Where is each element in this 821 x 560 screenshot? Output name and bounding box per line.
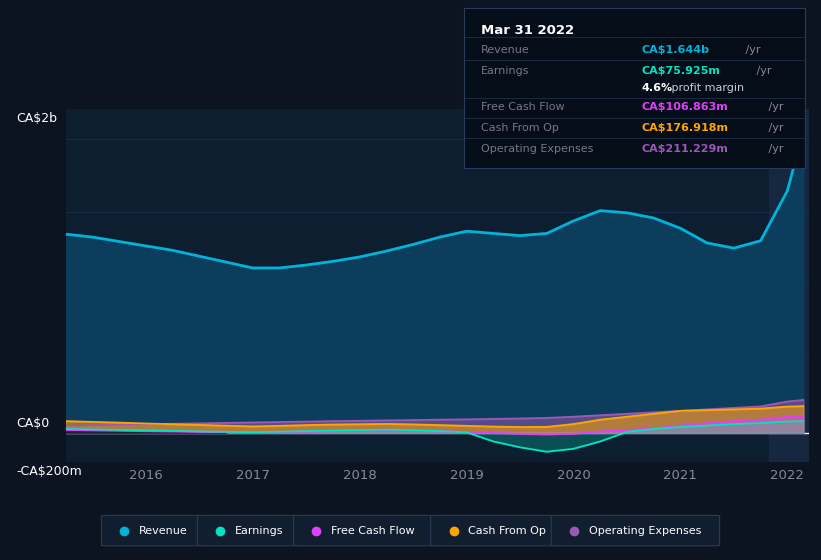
FancyBboxPatch shape xyxy=(552,515,719,546)
Text: Free Cash Flow: Free Cash Flow xyxy=(481,102,565,113)
Text: CA$106.863m: CA$106.863m xyxy=(641,102,727,113)
Text: Earnings: Earnings xyxy=(235,526,284,535)
FancyBboxPatch shape xyxy=(101,515,204,546)
Text: CA$211.229m: CA$211.229m xyxy=(641,144,728,154)
Text: Operating Expenses: Operating Expenses xyxy=(481,144,594,154)
Text: Mar 31 2022: Mar 31 2022 xyxy=(481,25,574,38)
Text: CA$176.918m: CA$176.918m xyxy=(641,123,728,133)
Bar xyxy=(769,109,809,462)
Text: Free Cash Flow: Free Cash Flow xyxy=(331,526,415,535)
Text: profit margin: profit margin xyxy=(668,83,745,93)
Text: /yr: /yr xyxy=(764,123,783,133)
Text: CA$75.925m: CA$75.925m xyxy=(641,66,720,76)
Text: CA$2b: CA$2b xyxy=(16,111,57,125)
Text: Operating Expenses: Operating Expenses xyxy=(589,526,701,535)
Text: Earnings: Earnings xyxy=(481,66,530,76)
FancyBboxPatch shape xyxy=(430,515,558,546)
Text: CA$1.644b: CA$1.644b xyxy=(641,45,709,55)
FancyBboxPatch shape xyxy=(294,515,438,546)
Text: /yr: /yr xyxy=(764,144,783,154)
Text: /yr: /yr xyxy=(742,45,761,55)
Text: Cash From Op: Cash From Op xyxy=(469,526,546,535)
Text: -CA$200m: -CA$200m xyxy=(16,465,82,478)
Text: Revenue: Revenue xyxy=(139,526,188,535)
Text: Revenue: Revenue xyxy=(481,45,530,55)
FancyBboxPatch shape xyxy=(197,515,300,546)
Text: /yr: /yr xyxy=(764,102,783,113)
Text: 4.6%: 4.6% xyxy=(641,83,672,93)
Text: Cash From Op: Cash From Op xyxy=(481,123,559,133)
Text: CA$0: CA$0 xyxy=(16,417,49,430)
Text: /yr: /yr xyxy=(754,66,772,76)
